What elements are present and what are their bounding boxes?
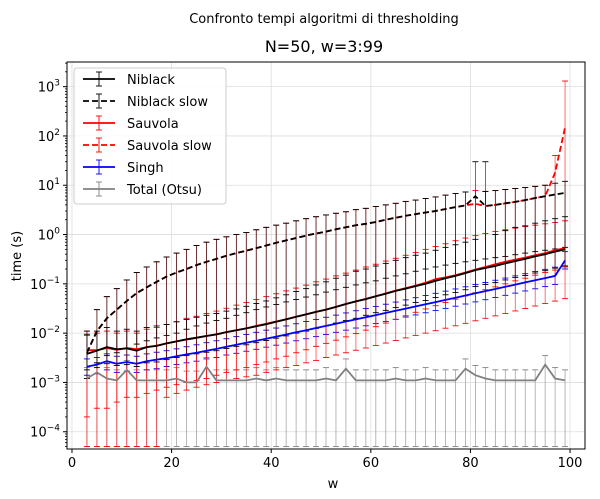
- legend-label: Sauvola: [127, 117, 179, 132]
- series-line-total-otsu-: [86, 362, 566, 384]
- y-tick-exponent: 1: [54, 177, 60, 187]
- y-tick-label: 102: [38, 128, 60, 145]
- y-tick-base: 10: [38, 229, 55, 244]
- y-tick-label: 100: [38, 227, 61, 244]
- x-tick-label: 0: [68, 456, 76, 471]
- y-tick-base: 10: [38, 130, 55, 145]
- legend: Niblack Niblack slow Sauvola Sauvola slow Si…: [73, 67, 227, 205]
- x-tick-label: 40: [263, 456, 280, 471]
- series-line-niblack: [86, 248, 566, 355]
- legend-item: Sauvola slow: [83, 137, 212, 154]
- y-tick-label: 10−3: [30, 374, 60, 391]
- legend-label: Niblack slow: [127, 95, 208, 110]
- y-tick-exponent: 3: [54, 79, 60, 89]
- y-axis-label: time (s): [10, 231, 25, 281]
- y-tick-label: 10−2: [30, 325, 60, 342]
- y-tick-exponent: −4: [47, 424, 61, 434]
- y-tick-base: 10: [38, 81, 55, 96]
- series-line-singh: [86, 259, 566, 368]
- y-tick-base: 10: [30, 327, 47, 342]
- y-tick-exponent: −2: [47, 325, 60, 335]
- y-tick-label: 103: [38, 79, 60, 96]
- x-tick-label: 80: [462, 456, 479, 471]
- chart-suptitle: Confronto tempi algoritmi di thresholdin…: [189, 12, 459, 27]
- x-tick-label: 100: [558, 456, 583, 471]
- x-axis-label: w: [328, 477, 339, 492]
- y-tick-base: 10: [30, 278, 47, 293]
- y-tick-exponent: 0: [54, 227, 60, 237]
- legend-label: Total (Otsu): [126, 183, 202, 198]
- x-tick-label: 60: [363, 456, 380, 471]
- series-lines: [86, 127, 566, 384]
- y-tick-exponent: −3: [47, 374, 60, 384]
- y-tick-base: 10: [38, 179, 55, 194]
- legend-item: Niblack slow: [83, 93, 208, 110]
- y-tick-base: 10: [30, 376, 47, 391]
- legend-item: Total (Otsu): [83, 181, 202, 198]
- y-tick-label: 101: [38, 177, 60, 194]
- errorbars-niblack-slow: [83, 161, 569, 379]
- y-tick-exponent: 2: [54, 128, 60, 138]
- y-tick-label: 10−4: [30, 424, 60, 441]
- legend-label: Singh: [127, 161, 164, 176]
- legend-item: Singh: [83, 159, 164, 176]
- plot-frame: [66, 61, 586, 450]
- legend-frame: [73, 67, 227, 205]
- error-bars: [83, 80, 569, 448]
- legend-label: Sauvola slow: [127, 139, 212, 154]
- chart-title: N=50, w=3:99: [265, 37, 383, 56]
- legend-label: Niblack: [127, 73, 175, 88]
- y-tick-exponent: −1: [47, 276, 60, 286]
- y-tick-label: 10−1: [30, 276, 60, 293]
- x-axis: 0 20 40 60 80 100: [68, 449, 583, 471]
- x-tick-label: 20: [163, 456, 180, 471]
- y-tick-base: 10: [30, 426, 47, 441]
- legend-item: Niblack: [83, 71, 175, 88]
- series-line-niblack-slow: [86, 192, 566, 354]
- legend-item: Sauvola: [83, 115, 179, 132]
